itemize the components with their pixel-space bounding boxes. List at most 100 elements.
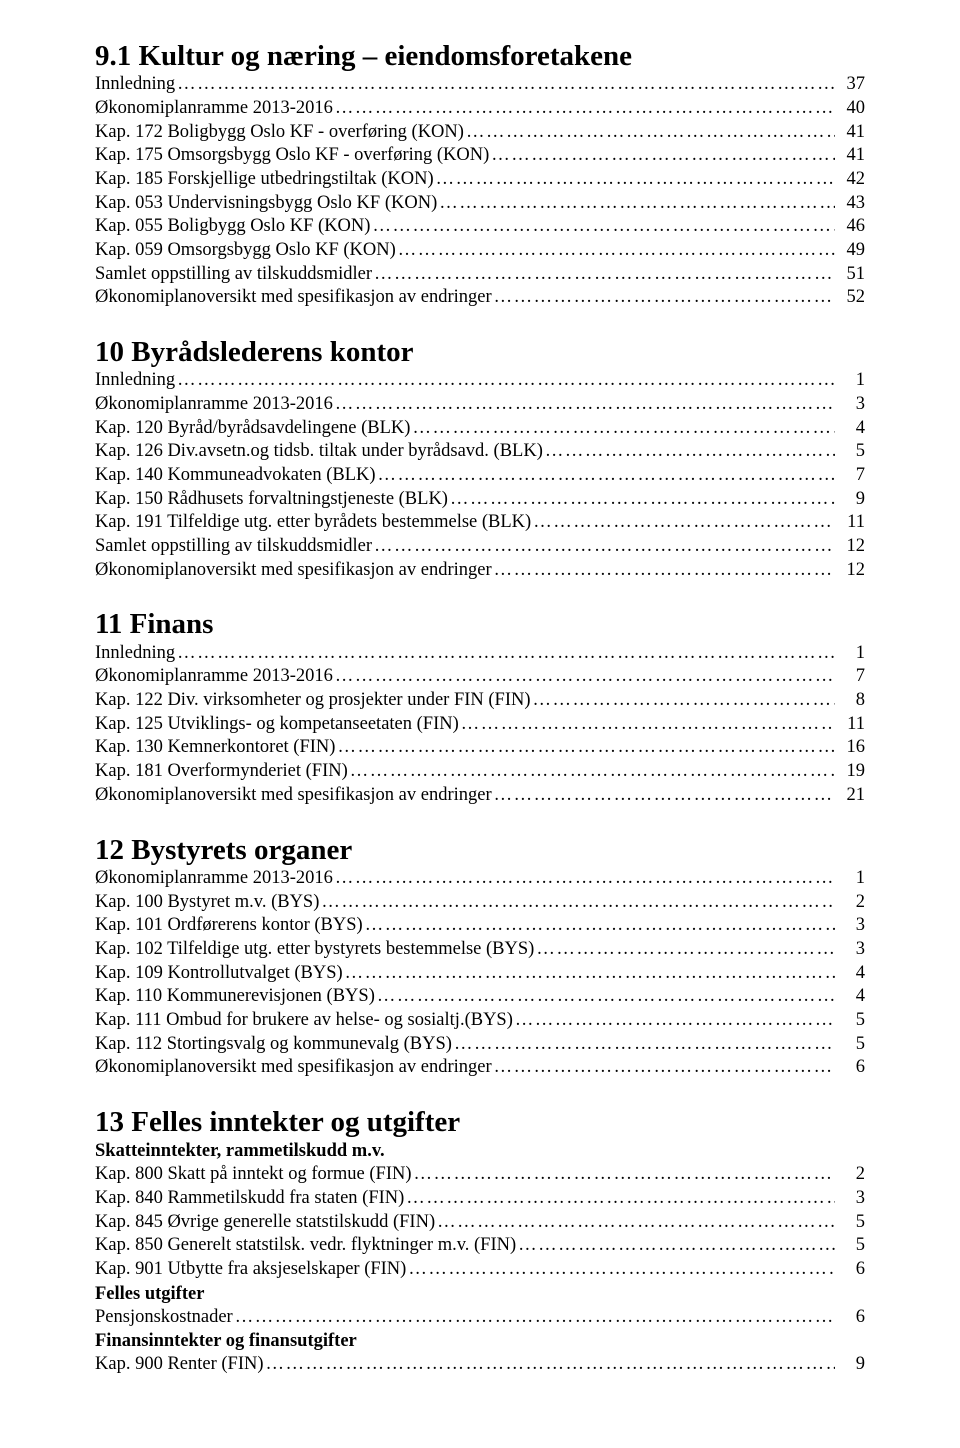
toc-page-number: 5: [837, 1033, 865, 1057]
toc-row: Økonomiplanramme 2013-2016 ……………………………………: [95, 867, 865, 891]
toc-page-number: 41: [837, 121, 865, 145]
toc-label: Kap. 100 Bystyret m.v. (BYS): [95, 891, 319, 915]
toc-row: Kap. 150 Rådhusets forvaltningstjeneste …: [95, 488, 865, 512]
toc-page-number: 49: [837, 239, 865, 263]
toc-dots: ……………………………………………………………………………………………………………: [177, 369, 835, 393]
toc-page-number: 1: [837, 642, 865, 666]
toc-page-number: 51: [837, 263, 865, 287]
toc-label: Kap. 130 Kemnerkontoret (FIN): [95, 736, 335, 760]
toc-page-number: 19: [837, 760, 865, 784]
toc-row: Kap. 122 Div. virksomheter og prosjekter…: [95, 689, 865, 713]
toc-row: Kap. 130 Kemnerkontoret (FIN) ……………………………: [95, 736, 865, 760]
toc-dots: ……………………………………………………………………………………………………………: [536, 938, 835, 962]
toc-label: Kap. 055 Boligbygg Oslo KF (KON): [95, 215, 370, 239]
toc-dots: ……………………………………………………………………………………………………………: [345, 962, 835, 986]
toc-page-number: 8: [837, 689, 865, 713]
toc-label: Kap. 102 Tilfeldige utg. etter bystyrets…: [95, 938, 534, 962]
toc-label: Kap. 900 Renter (FIN): [95, 1353, 264, 1377]
toc-page-number: 40: [837, 97, 865, 121]
section-91-rows: Innledning ………………………………………………………………………………: [95, 73, 865, 310]
toc-row: Innledning ………………………………………………………………………………: [95, 369, 865, 393]
toc-page-number: 3: [837, 938, 865, 962]
toc-dots: ……………………………………………………………………………………………………………: [491, 144, 835, 168]
toc-row: Kap. 053 Undervisningsbygg Oslo KF (KON)…: [95, 192, 865, 216]
toc-dots: ……………………………………………………………………………………………………………: [177, 73, 835, 97]
toc-label: Kap. 181 Overformynderiet (FIN): [95, 760, 348, 784]
toc-label: Kap. 111 Ombud for brukere av helse- og …: [95, 1009, 513, 1033]
toc-row: Kap. 901 Utbytte fra aksjeselskaper (FIN…: [95, 1258, 865, 1282]
toc-dots: ……………………………………………………………………………………………………………: [321, 891, 835, 915]
toc-page-number: 12: [837, 535, 865, 559]
toc-dots: ……………………………………………………………………………………………………………: [466, 121, 835, 145]
toc-label: Innledning: [95, 369, 175, 393]
toc-row: Kap. 101 Ordførerens kontor (BYS) …………………: [95, 914, 865, 938]
section-13-rows3: Kap. 900 Renter (FIN) …………………………………………………: [95, 1353, 865, 1377]
toc-dots: ……………………………………………………………………………………………………………: [461, 713, 835, 737]
toc-dots: ……………………………………………………………………………………………………………: [350, 760, 835, 784]
toc-dots: ……………………………………………………………………………………………………………: [494, 1056, 835, 1080]
document-page: 9.1 Kultur og næring – eiendomsforetaken…: [0, 0, 960, 1448]
toc-dots: ……………………………………………………………………………………………………………: [335, 867, 835, 891]
toc-dots: ……………………………………………………………………………………………………………: [374, 535, 835, 559]
toc-label: Kap. 185 Forskjellige utbedringstiltak (…: [95, 168, 434, 192]
toc-dots: ……………………………………………………………………………………………………………: [412, 417, 835, 441]
toc-label: Kap. 172 Boligbygg Oslo KF - overføring …: [95, 121, 464, 145]
toc-row: Pensjonskostnader ……………………………………………………………: [95, 1306, 865, 1330]
toc-row: Kap. 102 Tilfeldige utg. etter bystyrets…: [95, 938, 865, 962]
section-13-rows2: Pensjonskostnader ……………………………………………………………: [95, 1306, 865, 1330]
toc-row: Samlet oppstilling av tilskuddsmidler ………: [95, 263, 865, 287]
toc-label: Pensjonskostnader: [95, 1306, 233, 1330]
section-title-12: 12 Bystyrets organer: [95, 834, 865, 867]
toc-row: Kap. 055 Boligbygg Oslo KF (KON) ……………………: [95, 215, 865, 239]
toc-label: Økonomiplanramme 2013-2016: [95, 97, 333, 121]
toc-label: Kap. 112 Stortingsvalg og kommunevalg (B…: [95, 1033, 452, 1057]
toc-row: Kap. 800 Skatt på inntekt og formue (FIN…: [95, 1163, 865, 1187]
toc-dots: ……………………………………………………………………………………………………………: [335, 393, 835, 417]
toc-page-number: 11: [837, 713, 865, 737]
toc-row: Økonomiplanramme 2013-2016 ……………………………………: [95, 97, 865, 121]
toc-page-number: 11: [837, 511, 865, 535]
section-title-91: 9.1 Kultur og næring – eiendomsforetaken…: [95, 40, 865, 73]
toc-row: Kap. 126 Div.avsetn.og tidsb. tiltak und…: [95, 440, 865, 464]
toc-dots: ……………………………………………………………………………………………………………: [454, 1033, 835, 1057]
toc-page-number: 5: [837, 1234, 865, 1258]
toc-label: Kap. 175 Omsorgsbygg Oslo KF - overførin…: [95, 144, 489, 168]
toc-dots: ……………………………………………………………………………………………………………: [533, 511, 835, 535]
toc-row: Kap. 181 Overformynderiet (FIN) ………………………: [95, 760, 865, 784]
toc-row: Kap. 850 Generelt statstilsk. vedr. flyk…: [95, 1234, 865, 1258]
toc-page-number: 7: [837, 665, 865, 689]
toc-page-number: 5: [837, 1211, 865, 1235]
toc-row: Økonomiplanoversikt med spesifikasjon av…: [95, 286, 865, 310]
toc-page-number: 43: [837, 192, 865, 216]
toc-page-number: 42: [837, 168, 865, 192]
toc-row: Kap. 840 Rammetilskudd fra staten (FIN) …: [95, 1187, 865, 1211]
toc-label: Kap. 059 Omsorgsbygg Oslo KF (KON): [95, 239, 396, 263]
toc-label: Økonomiplanoversikt med spesifikasjon av…: [95, 1056, 492, 1080]
sub-heading-finans: Finansinntekter og finansutgifter: [95, 1329, 865, 1353]
section-title-13: 13 Felles inntekter og utgifter: [95, 1106, 865, 1139]
toc-row: Økonomiplanoversikt med spesifikasjon av…: [95, 559, 865, 583]
toc-dots: ……………………………………………………………………………………………………………: [406, 1187, 835, 1211]
toc-page-number: 46: [837, 215, 865, 239]
toc-label: Økonomiplanramme 2013-2016: [95, 665, 333, 689]
toc-row: Kap. 185 Forskjellige utbedringstiltak (…: [95, 168, 865, 192]
toc-page-number: 21: [837, 784, 865, 808]
toc-dots: ……………………………………………………………………………………………………………: [545, 440, 835, 464]
toc-label: Kap. 120 Byråd/byrådsavdelingene (BLK): [95, 417, 410, 441]
toc-row: Kap. 191 Tilfeldige utg. etter byrådets …: [95, 511, 865, 535]
toc-dots: ……………………………………………………………………………………………………………: [377, 985, 835, 1009]
toc-row: Kap. 175 Omsorgsbygg Oslo KF - overførin…: [95, 144, 865, 168]
toc-dots: ……………………………………………………………………………………………………………: [378, 464, 835, 488]
toc-page-number: 12: [837, 559, 865, 583]
toc-page-number: 2: [837, 1163, 865, 1187]
toc-page-number: 4: [837, 985, 865, 1009]
toc-page-number: 5: [837, 1009, 865, 1033]
toc-page-number: 4: [837, 962, 865, 986]
toc-dots: ……………………………………………………………………………………………………………: [177, 642, 835, 666]
section-title-10: 10 Byrådslederens kontor: [95, 336, 865, 369]
toc-page-number: 16: [837, 736, 865, 760]
toc-label: Økonomiplanramme 2013-2016: [95, 867, 333, 891]
toc-page-number: 4: [837, 417, 865, 441]
toc-page-number: 7: [837, 464, 865, 488]
toc-page-number: 3: [837, 1187, 865, 1211]
